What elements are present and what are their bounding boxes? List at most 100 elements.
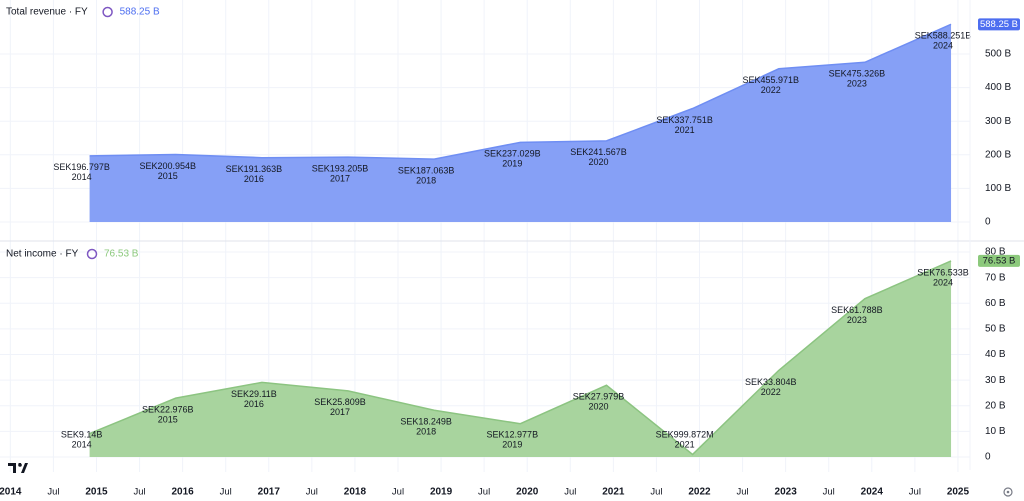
y-tick-label: 500 B [985,49,1011,60]
x-tick-label: Jul [478,487,490,498]
value-label: SEK237.029B [484,149,541,159]
value-label: SEK196.797B [53,162,110,172]
x-tick-label: Jul [47,487,59,498]
x-tick-label: Jul [909,487,921,498]
value-label: SEK12.977B [487,429,539,439]
x-tick-label: 2016 [172,487,195,498]
sync-icon [102,6,113,18]
value-year: 2017 [330,173,350,183]
value-year: 2021 [675,125,695,135]
value-label: SEK191.363B [226,164,283,174]
x-tick-label: 2020 [516,487,539,498]
value-label: SEK193.205B [312,163,369,173]
value-year: 2020 [588,157,608,167]
line [89,23,952,160]
x-tick-label: 2024 [861,487,884,498]
x-tick-label: Jul [392,487,404,498]
tv-logo [8,463,28,473]
value-label: SEK475.326B [829,69,886,79]
y-tick-label: 30 B [985,375,1006,386]
value-year: 2014 [72,172,92,182]
y-tick-label: 100 B [985,183,1011,194]
value-year: 2023 [847,79,867,89]
line [89,260,952,456]
value-label: SEK9.14B [61,429,103,439]
value-year: 2022 [761,85,781,95]
last-value-badge [978,18,1020,31]
value-label: SEK200.954B [139,161,196,171]
last-value-badge-label: 588.25 B [980,19,1018,30]
x-tick-label: 2014 [0,487,22,498]
last-value-badge [978,254,1020,267]
y-tick-label: 400 B [985,82,1011,93]
value-year: 2016 [244,174,264,184]
y-tick-label: 80 B [985,247,1006,258]
x-tick-label: 2019 [430,487,453,498]
value-year: 2023 [847,315,867,325]
y-tick-label: 60 B [985,298,1006,309]
value-label: SEK241.567B [570,147,627,157]
y-tick-label: 50 B [985,324,1006,335]
header-value: 588.25 B [120,7,160,18]
value-label: SEK33.804B [745,377,797,387]
x-tick-label: 2021 [602,487,625,498]
value-year: 2024 [933,277,953,287]
value-label: SEK999.872M [656,429,714,439]
y-tick-label: 10 B [985,426,1006,437]
y-tick-label: 0 [985,452,991,463]
x-tick-label: 2022 [688,487,711,498]
y-tick-label: 300 B [985,116,1011,127]
value-year: 2019 [502,159,522,169]
value-year: 2021 [675,439,695,449]
value-year: 2022 [761,387,781,397]
value-year: 2017 [330,407,350,417]
value-label: SEK27.979B [573,392,625,402]
x-tick-label: 2025 [947,487,970,498]
x-tick-label: Jul [133,487,145,498]
x-tick-label: Jul [220,487,232,498]
x-tick-label: Jul [564,487,576,498]
value-label: SEK25.809B [314,397,366,407]
settings-icon[interactable] [1003,487,1013,497]
header-value: 76.53 B [104,249,139,260]
y-tick-label: 0 [985,217,991,228]
x-tick-label: 2017 [258,487,281,498]
value-year: 2016 [244,399,264,409]
value-label: SEK455.971B [742,75,799,85]
value-year: 2015 [158,171,178,181]
value-label: SEK61.788B [831,305,883,315]
series-title: Net income · FY [6,249,79,260]
y-tick-label: 70 B [985,272,1006,283]
area [89,24,952,223]
value-year: 2020 [588,402,608,412]
last-value-badge-label: 76.53 B [983,255,1016,266]
sync-icon [86,248,98,260]
value-year: 2014 [72,439,92,449]
value-label: SEK22.976B [142,404,194,414]
x-tick-label: Jul [650,487,662,498]
value-label: SEK29.11B [231,389,277,399]
x-tick-label: Jul [823,487,835,498]
x-tick-label: 2023 [775,487,798,498]
y-tick-label: 20 B [985,400,1006,411]
area [89,260,952,457]
x-tick-label: 2018 [344,487,367,498]
value-year: 2024 [933,41,953,51]
value-label: SEK337.751B [656,115,713,125]
value-year: 2018 [416,176,436,186]
value-label: SEK76.533B [917,267,969,277]
series-title: Total revenue · FY [6,7,88,18]
value-year: 2019 [502,439,522,449]
value-label: SEK187.063B [398,166,455,176]
x-tick-label: Jul [306,487,318,498]
value-year: 2015 [158,414,178,424]
x-tick-label: Jul [736,487,748,498]
value-label: SEK18.249B [400,417,452,427]
y-tick-label: 200 B [985,149,1011,160]
y-tick-label: 40 B [985,349,1006,360]
x-tick-label: 2015 [85,487,108,498]
value-year: 2018 [416,427,436,437]
value-label: SEK588.251B [915,31,972,41]
